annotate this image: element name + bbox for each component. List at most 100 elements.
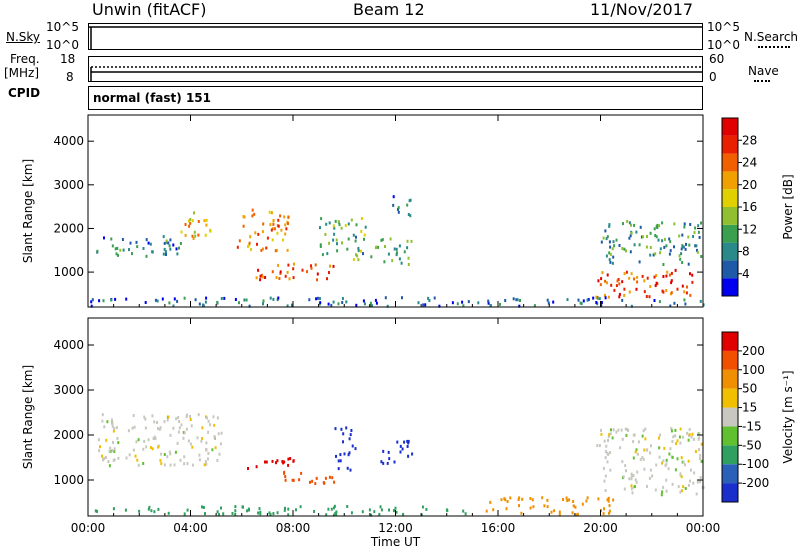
echo-cell <box>462 304 465 308</box>
echo-cell <box>695 244 698 248</box>
echo-cell <box>615 430 618 434</box>
echo-cell <box>586 496 589 500</box>
echo-cell <box>238 301 240 305</box>
echo-cell <box>397 207 399 211</box>
echo-cell <box>316 272 319 276</box>
echo-cell <box>633 277 636 281</box>
echo-cell <box>599 283 602 287</box>
echo-cell <box>113 450 116 453</box>
echo-cell <box>276 511 279 515</box>
echo-cell <box>698 432 701 436</box>
echo-cell <box>659 247 662 251</box>
echo-cell <box>512 297 515 301</box>
echo-cell <box>284 223 287 227</box>
echo-cell <box>144 417 147 421</box>
echo-cell <box>338 223 341 227</box>
echo-cell <box>642 235 644 239</box>
echo-cell <box>102 299 105 303</box>
echo-cell <box>137 438 140 442</box>
echo-cell <box>398 257 401 261</box>
echo-cell <box>518 504 520 508</box>
y-tick-label: 1000 <box>53 473 84 487</box>
echo-cell <box>201 437 204 440</box>
echo-cell <box>333 506 335 510</box>
echo-cell <box>621 437 624 441</box>
echo-cell <box>622 222 624 226</box>
echo-cell <box>670 291 673 295</box>
echo-cell <box>397 206 400 210</box>
echo-cell <box>633 485 636 489</box>
echo-cell <box>147 507 150 511</box>
echo-cell <box>324 476 327 480</box>
echo-cell <box>682 435 685 439</box>
echo-cell <box>163 247 166 251</box>
echo-cell <box>354 239 357 243</box>
echo-cell <box>700 459 703 463</box>
echo-cell <box>327 302 330 306</box>
colorbar-segment <box>722 445 738 465</box>
colorbar-tick-label: 200 <box>742 344 765 358</box>
echo-cell <box>124 508 127 512</box>
echo-cell <box>699 299 702 303</box>
echo-cell <box>160 452 163 456</box>
echo-cell <box>131 252 133 256</box>
echo-cell <box>658 455 661 459</box>
echo-cell <box>461 300 464 304</box>
echo-cell <box>194 234 197 238</box>
echo-cell <box>315 476 318 480</box>
echo-cell <box>234 509 237 513</box>
echo-cell <box>134 454 137 458</box>
echo-cell <box>685 242 687 246</box>
echo-cell <box>193 211 195 215</box>
echo-cell <box>284 274 287 278</box>
echo-cell <box>489 500 492 504</box>
echo-cell <box>247 507 250 511</box>
echo-cell <box>438 304 441 308</box>
echo-cell <box>172 243 175 247</box>
echo-cell <box>328 221 331 225</box>
echo-cell <box>375 245 378 249</box>
echo-cell <box>371 304 373 308</box>
echo-cell <box>655 235 658 239</box>
echo-cell <box>582 299 585 303</box>
echo-cell <box>622 475 625 479</box>
echo-cell <box>615 238 618 242</box>
echo-cell <box>632 456 635 460</box>
echo-cell <box>636 452 639 456</box>
echo-cell <box>151 250 154 254</box>
echo-cell <box>287 263 290 267</box>
echo-cell <box>577 298 580 302</box>
echo-cell <box>592 296 595 300</box>
echo-cell <box>157 445 160 449</box>
echo-cell <box>125 297 128 301</box>
echo-cell <box>368 508 371 512</box>
echo-cell <box>152 437 155 440</box>
echo-cell <box>655 225 658 228</box>
echo-cell <box>635 448 638 452</box>
echo-cell <box>683 222 686 226</box>
echo-cell <box>145 238 148 242</box>
nsky-right-tick-top: 10^5 <box>707 20 740 34</box>
echo-cell <box>676 457 679 461</box>
echo-cell <box>611 261 614 265</box>
echo-cell <box>165 239 168 243</box>
echo-cell <box>265 460 268 464</box>
echo-cell <box>108 464 111 468</box>
echo-cell <box>393 460 396 464</box>
echo-cell <box>688 433 691 437</box>
echo-cell <box>628 221 631 225</box>
echo-cell <box>632 433 635 437</box>
echo-cell <box>276 248 279 252</box>
echo-cell <box>532 505 535 509</box>
echo-cell <box>336 249 339 253</box>
echo-cell <box>386 304 389 308</box>
echo-cell <box>103 425 106 429</box>
echo-cell <box>601 271 604 275</box>
echo-cell <box>218 513 220 517</box>
echo-cell <box>167 241 170 245</box>
echo-cell <box>114 247 117 251</box>
echo-cell <box>180 423 183 427</box>
echo-cell <box>336 242 338 246</box>
velocity-chart: 00:00 04:00 08:00 12:00 16:00 20:00 00:00 1000 2… <box>21 317 795 549</box>
echo-cell <box>629 250 632 254</box>
